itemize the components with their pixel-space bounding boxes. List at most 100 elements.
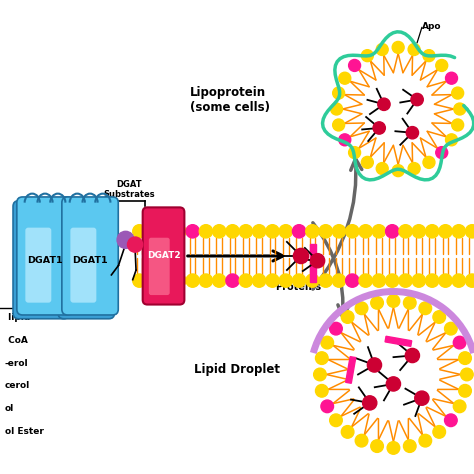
Circle shape <box>306 225 319 238</box>
Circle shape <box>316 352 328 365</box>
Circle shape <box>361 50 374 62</box>
Circle shape <box>199 274 212 287</box>
Circle shape <box>367 358 382 372</box>
Circle shape <box>355 302 368 315</box>
Circle shape <box>436 146 448 159</box>
Circle shape <box>371 297 383 309</box>
Circle shape <box>387 295 400 307</box>
Circle shape <box>239 225 253 238</box>
Text: DGAT1: DGAT1 <box>72 256 108 265</box>
Bar <box>310 244 316 282</box>
Circle shape <box>359 274 372 287</box>
Text: Proteins: Proteins <box>275 282 321 292</box>
Circle shape <box>310 254 325 268</box>
Circle shape <box>403 297 416 309</box>
Circle shape <box>332 225 346 238</box>
Circle shape <box>173 225 186 238</box>
Circle shape <box>385 225 399 238</box>
Circle shape <box>403 440 416 452</box>
Text: DGAT1: DGAT1 <box>27 256 63 265</box>
Circle shape <box>199 225 212 238</box>
FancyBboxPatch shape <box>13 201 69 319</box>
Circle shape <box>387 442 400 454</box>
Circle shape <box>279 225 292 238</box>
Circle shape <box>459 352 471 365</box>
Circle shape <box>306 274 319 287</box>
Circle shape <box>133 225 146 238</box>
Circle shape <box>412 274 426 287</box>
Text: cerol: cerol <box>5 382 30 390</box>
FancyBboxPatch shape <box>25 228 51 302</box>
Circle shape <box>453 400 466 413</box>
Circle shape <box>376 163 388 174</box>
Circle shape <box>465 274 474 287</box>
Circle shape <box>453 336 466 349</box>
Circle shape <box>212 274 226 287</box>
Circle shape <box>371 440 383 452</box>
Text: Apo: Apo <box>422 22 441 30</box>
Circle shape <box>426 225 439 238</box>
Bar <box>385 336 412 346</box>
Text: DGAT
Substrates: DGAT Substrates <box>104 180 155 199</box>
Circle shape <box>117 231 134 248</box>
Circle shape <box>355 434 368 447</box>
Circle shape <box>212 225 226 238</box>
FancyBboxPatch shape <box>71 228 96 302</box>
Circle shape <box>399 225 412 238</box>
FancyBboxPatch shape <box>149 238 170 295</box>
Circle shape <box>452 87 464 99</box>
Circle shape <box>292 225 306 238</box>
Circle shape <box>226 225 239 238</box>
Circle shape <box>348 59 361 72</box>
Circle shape <box>333 87 345 99</box>
Circle shape <box>439 274 452 287</box>
Circle shape <box>415 391 429 405</box>
Circle shape <box>423 50 435 62</box>
Circle shape <box>359 225 372 238</box>
Bar <box>346 356 356 383</box>
Circle shape <box>426 274 439 287</box>
FancyBboxPatch shape <box>62 197 118 315</box>
Text: DGAT2: DGAT2 <box>147 252 180 260</box>
Circle shape <box>446 134 457 146</box>
Circle shape <box>411 93 423 106</box>
Circle shape <box>346 225 359 238</box>
Circle shape <box>266 225 279 238</box>
Circle shape <box>361 156 374 168</box>
Circle shape <box>405 348 419 363</box>
Circle shape <box>339 72 351 84</box>
Circle shape <box>333 119 345 131</box>
Circle shape <box>319 225 332 238</box>
Circle shape <box>348 146 361 159</box>
Circle shape <box>433 311 446 323</box>
Circle shape <box>363 396 377 410</box>
Circle shape <box>385 274 399 287</box>
Circle shape <box>321 336 334 349</box>
Circle shape <box>459 384 471 397</box>
Circle shape <box>452 225 465 238</box>
Circle shape <box>159 225 173 238</box>
Circle shape <box>319 274 332 287</box>
FancyBboxPatch shape <box>58 201 114 319</box>
Circle shape <box>330 322 342 335</box>
Circle shape <box>341 311 354 323</box>
Circle shape <box>253 274 266 287</box>
Circle shape <box>372 225 385 238</box>
Circle shape <box>408 44 420 55</box>
Circle shape <box>423 156 435 168</box>
Text: ol: ol <box>5 404 14 413</box>
Circle shape <box>445 414 457 427</box>
Circle shape <box>186 274 199 287</box>
Circle shape <box>461 368 473 381</box>
Circle shape <box>465 225 474 238</box>
Circle shape <box>341 426 354 438</box>
Text: Lipid Droplet: Lipid Droplet <box>194 363 280 376</box>
Circle shape <box>446 72 457 84</box>
FancyBboxPatch shape <box>143 208 184 305</box>
Circle shape <box>314 368 326 381</box>
Circle shape <box>406 127 419 139</box>
Circle shape <box>376 44 388 55</box>
Circle shape <box>321 400 334 413</box>
Circle shape <box>159 274 173 287</box>
Circle shape <box>386 377 401 391</box>
